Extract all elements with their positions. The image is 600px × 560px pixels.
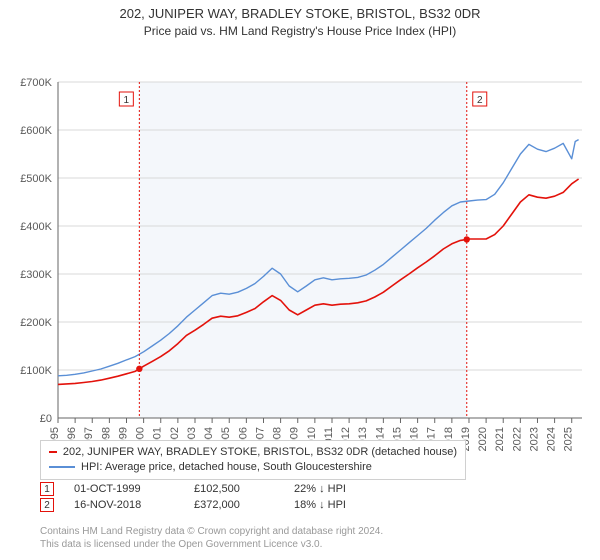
svg-text:£600K: £600K: [20, 125, 52, 137]
sale-event-diff: 22% ↓ HPI: [294, 483, 394, 495]
footer-line-1: Contains HM Land Registry data © Crown c…: [40, 525, 383, 538]
svg-text:2025: 2025: [563, 427, 575, 451]
svg-text:£0: £0: [40, 413, 52, 425]
svg-text:2021: 2021: [494, 427, 506, 451]
sale-event-diff: 18% ↓ HPI: [294, 499, 394, 511]
footer-attribution: Contains HM Land Registry data © Crown c…: [40, 525, 383, 551]
svg-text:2023: 2023: [528, 427, 540, 451]
svg-text:2020: 2020: [477, 427, 489, 451]
sale-event-row: 2 16-NOV-2018 £372,000 18% ↓ HPI: [40, 498, 394, 512]
chart-subtitle: Price paid vs. HM Land Registry's House …: [0, 22, 600, 38]
legend-item: 202, JUNIPER WAY, BRADLEY STOKE, BRISTOL…: [49, 445, 457, 460]
legend-swatch: [49, 466, 75, 468]
sale-event-marker: 1: [40, 482, 54, 496]
legend-label: HPI: Average price, detached house, Sout…: [81, 460, 372, 475]
sale-event-marker: 2: [40, 498, 54, 512]
legend-item: HPI: Average price, detached house, Sout…: [49, 460, 457, 475]
chart-container: 202, JUNIPER WAY, BRADLEY STOKE, BRISTOL…: [0, 0, 600, 560]
svg-text:£700K: £700K: [20, 77, 52, 89]
chart-title: 202, JUNIPER WAY, BRADLEY STOKE, BRISTOL…: [0, 0, 600, 22]
sale-events-table: 1 01-OCT-1999 £102,500 22% ↓ HPI 2 16-NOV-201…: [40, 480, 394, 514]
sale-event-date: 16-NOV-2018: [74, 499, 174, 511]
footer-line-2: This data is licensed under the Open Gov…: [40, 538, 383, 551]
legend: 202, JUNIPER WAY, BRADLEY STOKE, BRISTOL…: [40, 440, 466, 480]
svg-text:£300K: £300K: [20, 269, 52, 281]
sale-event-row: 1 01-OCT-1999 £102,500 22% ↓ HPI: [40, 482, 394, 496]
legend-label: 202, JUNIPER WAY, BRADLEY STOKE, BRISTOL…: [63, 445, 457, 460]
sale-event-date: 01-OCT-1999: [74, 483, 174, 495]
svg-text:1: 1: [124, 95, 130, 106]
sale-event-price: £102,500: [194, 483, 274, 495]
svg-text:£100K: £100K: [20, 365, 52, 377]
svg-text:£500K: £500K: [20, 173, 52, 185]
svg-text:2: 2: [477, 95, 483, 106]
legend-swatch: [49, 451, 57, 453]
svg-text:2022: 2022: [511, 427, 523, 451]
svg-text:£200K: £200K: [20, 317, 52, 329]
svg-text:£400K: £400K: [20, 221, 52, 233]
svg-text:2024: 2024: [546, 427, 558, 451]
sale-event-price: £372,000: [194, 499, 274, 511]
chart-plot: £0£100K£200K£300K£400K£500K£600K£700K199…: [0, 38, 600, 468]
